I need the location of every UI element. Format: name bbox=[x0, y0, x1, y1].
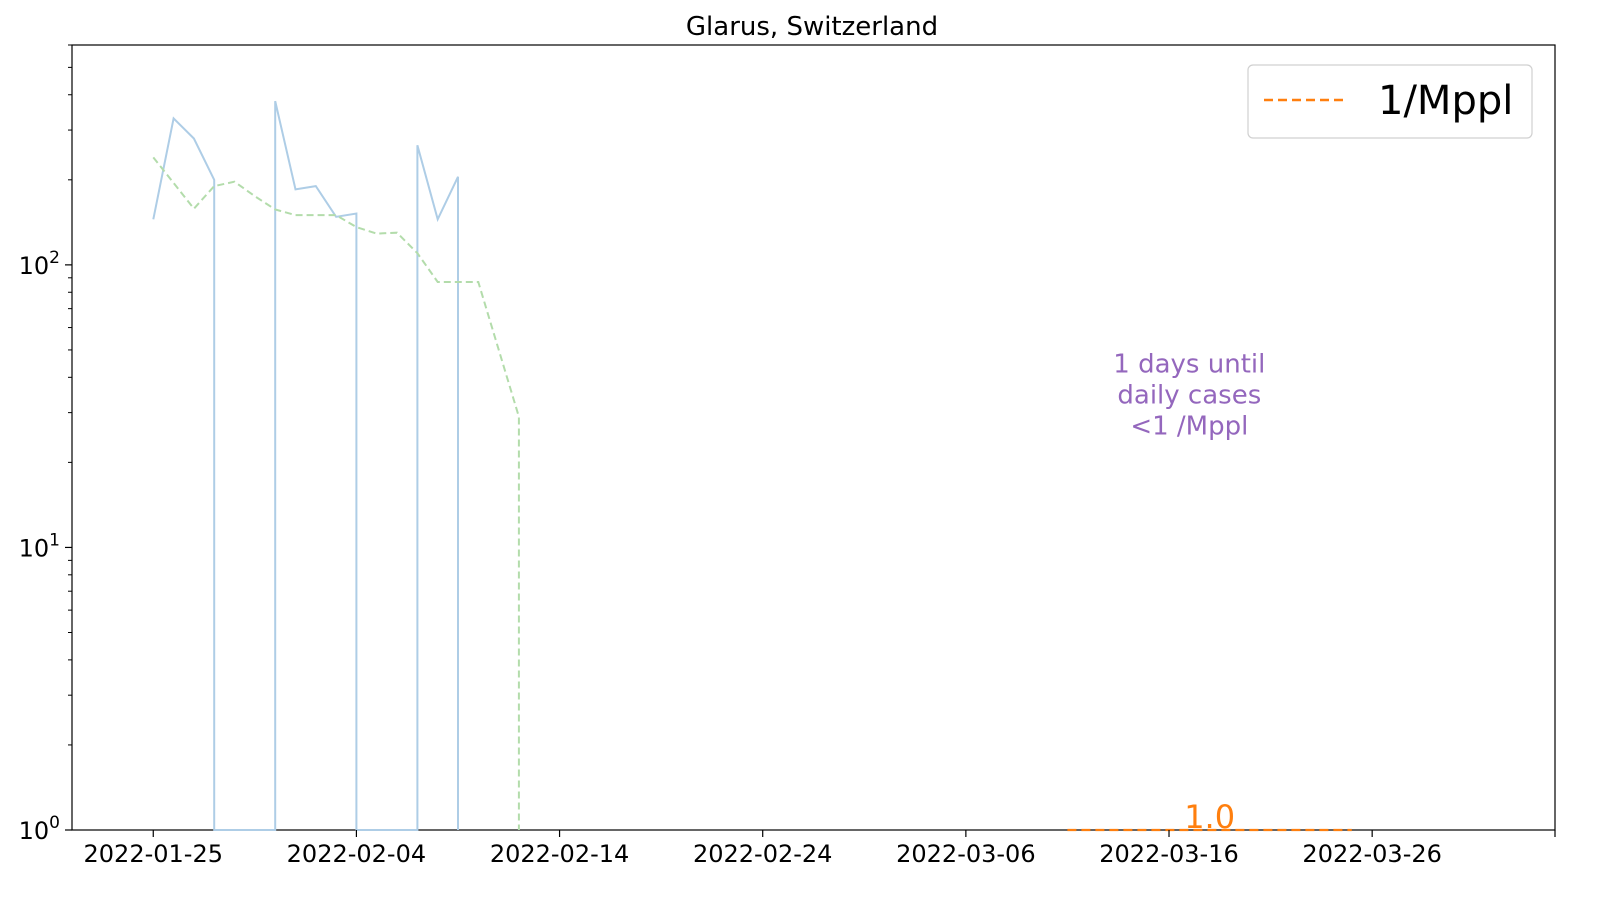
annotation-layer: 1 days until daily cases <1 /Mppl 1.0 bbox=[1113, 350, 1265, 836]
y-axis: 100 101 102 bbox=[19, 44, 72, 845]
legend-box bbox=[1247, 64, 1533, 139]
y-tick-label: 100 bbox=[19, 813, 60, 845]
legend-label: 1/Mppl bbox=[1378, 78, 1513, 124]
y-tick-label: 101 bbox=[19, 530, 60, 562]
x-tick-label: 2022-03-26 bbox=[1302, 840, 1441, 868]
x-tick-label: 2022-03-16 bbox=[1099, 840, 1238, 868]
legend: 1/Mppl bbox=[1247, 64, 1533, 139]
x-tick-label: 2022-02-14 bbox=[490, 840, 629, 868]
series-layer bbox=[152, 100, 1352, 832]
series-daily-line bbox=[152, 100, 459, 831]
threshold-value-label: 1.0 bbox=[1184, 798, 1235, 836]
x-tick-label: 2022-01-25 bbox=[84, 840, 223, 868]
x-tick-label: 2022-02-04 bbox=[287, 840, 426, 868]
y-tick-label: 102 bbox=[19, 248, 60, 280]
chart-title: Glarus, Switzerland bbox=[686, 12, 938, 42]
series-average-line bbox=[152, 156, 520, 830]
x-tick-label: 2022-02-24 bbox=[693, 840, 832, 868]
plot-area bbox=[71, 44, 1556, 831]
x-tick-label: 2022-03-06 bbox=[896, 840, 1035, 868]
days-until-annotation: 1 days until daily cases <1 /Mppl bbox=[1113, 350, 1265, 442]
x-axis: 2022-01-25 2022-02-04 2022-02-14 2022-02-24… bbox=[84, 830, 1556, 868]
